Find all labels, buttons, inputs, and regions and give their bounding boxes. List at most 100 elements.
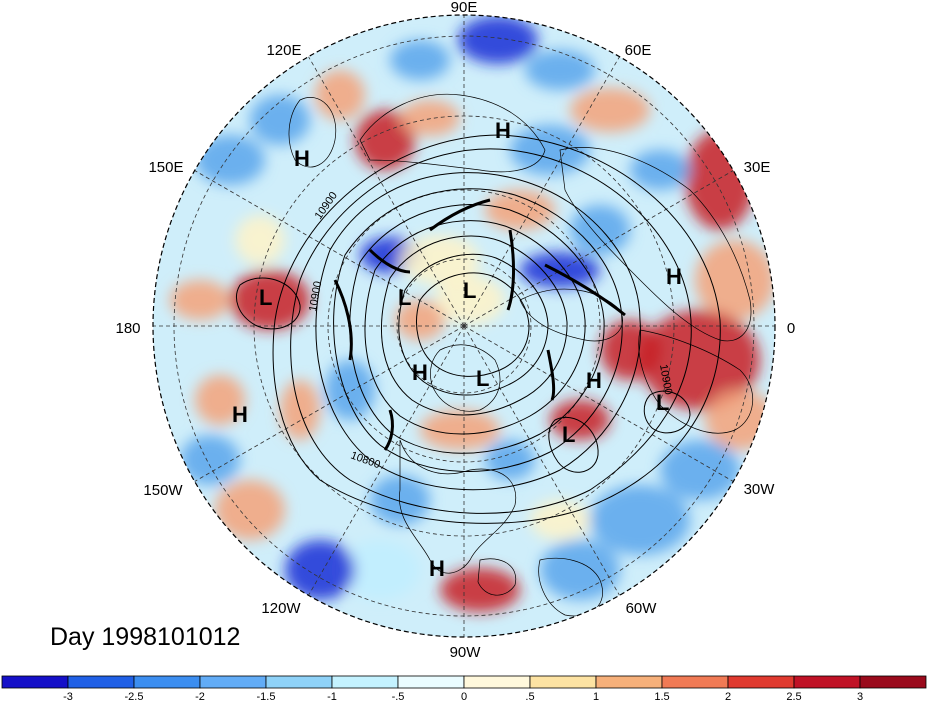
jet-core-contours: [333, 198, 626, 451]
colorbar-swatch: [199, 675, 267, 689]
colorbar-swatch: [529, 675, 597, 689]
low-pressure-marker: L: [463, 278, 476, 303]
anomaly-patch: [540, 540, 620, 600]
colorbar-swatch: [595, 675, 663, 689]
longitude-label: 120E: [266, 42, 301, 59]
anomaly-patch: [400, 100, 460, 136]
longitude-label: 60W: [626, 600, 658, 617]
anomaly-patch: [458, 16, 538, 64]
high-pressure-marker: H: [412, 360, 428, 385]
meridian-line: [308, 325, 465, 596]
anomaly-patch: [370, 475, 430, 525]
colorbar-tick-label: 2: [725, 691, 731, 702]
longitude-label: 60E: [625, 42, 652, 59]
high-pressure-marker: H: [666, 264, 682, 289]
colorbar-tick-label: 2.5: [786, 691, 801, 702]
anomaly-patch: [570, 205, 630, 255]
colorbar-tick-label: 1: [593, 691, 599, 702]
colorbar-tick-label: .5: [525, 691, 534, 702]
anomaly-patch: [660, 440, 740, 500]
low-pressure-marker: L: [398, 285, 411, 310]
high-pressure-marker: H: [294, 146, 310, 171]
anomaly-patch: [235, 215, 285, 265]
anomaly-patch: [250, 95, 310, 145]
anomaly-patch: [325, 360, 375, 420]
low-pressure-marker: L: [259, 285, 272, 310]
low-pressure-marker: L: [656, 390, 669, 415]
longitude-label: 90W: [450, 644, 482, 661]
colorbar-tick-label: -2: [195, 691, 205, 702]
anomaly-patch: [440, 568, 520, 612]
pressure-centers: H H H H H H H L L L L L L: [232, 118, 682, 581]
anomaly-patch: [640, 310, 760, 410]
contour-label: 10900: [307, 280, 324, 312]
anomaly-patch: [600, 320, 660, 380]
longitude-label: 30E: [744, 159, 771, 176]
longitude-labels: 90E 60E 30E 0 30W 60W 90W 120W 150W 180 …: [115, 0, 795, 661]
meridian-line: [194, 170, 465, 327]
meridian-line: [463, 325, 620, 596]
meridian-lines: [153, 15, 775, 637]
high-pressure-marker: H: [495, 118, 511, 143]
coastline-outlines: [288, 93, 753, 617]
anomaly-patch: [435, 275, 505, 325]
anomaly-patch: [520, 252, 600, 288]
high-pressure-marker: H: [429, 556, 445, 581]
map-boundary: [152, 14, 776, 638]
anomaly-patch: [390, 40, 450, 80]
longitude-label: 180: [115, 320, 140, 337]
anomaly-patch: [630, 150, 690, 190]
longitude-label: 30W: [744, 481, 776, 498]
anomaly-patch: [530, 500, 590, 540]
colorbar-tick-label: -.5: [392, 691, 405, 702]
meridian-line: [308, 56, 465, 327]
anomaly-patch: [420, 410, 500, 450]
anomaly-patch: [570, 88, 650, 132]
meridian-line: [463, 170, 734, 327]
anomaly-patch: [705, 390, 775, 450]
longitude-label: 150E: [148, 159, 183, 176]
colorbar-tick-label: -2.5: [125, 691, 144, 702]
longitude-label: 0: [787, 320, 795, 337]
anomaly-patch: [180, 435, 240, 485]
anomaly-patch: [485, 190, 555, 230]
anomaly-patch: [195, 375, 245, 425]
day-label: Day 1998101012: [50, 623, 240, 651]
meridian-line: [194, 325, 465, 482]
anomaly-patch: [315, 70, 365, 120]
anomaly-patch: [195, 135, 265, 185]
colorbar-swatch: [463, 675, 531, 689]
anomaly-patch: [695, 240, 775, 320]
colorbar-swatch: [661, 675, 729, 689]
anomaly-patch: [215, 480, 285, 540]
meridian-line: [463, 56, 620, 327]
colorbar-tick-label: -1.5: [257, 691, 276, 702]
longitude-label: 120W: [261, 600, 301, 617]
height-contours: [236, 134, 721, 524]
colorbar-swatch: [265, 675, 333, 689]
colorbar-swatch: [859, 675, 927, 689]
anomaly-patch: [285, 540, 355, 600]
meridian-line: [463, 325, 734, 482]
anomaly-patch: [525, 50, 595, 90]
colorbar-swatch: [1, 675, 69, 689]
anomaly-patch: [510, 125, 590, 175]
anomaly-patch: [355, 110, 415, 170]
colorbar-tick-label: -3: [63, 691, 73, 702]
colorbar-swatch: [67, 675, 135, 689]
anomaly-patch: [230, 270, 310, 330]
low-pressure-marker: L: [562, 422, 575, 447]
anomaly-patch: [590, 485, 690, 555]
colorbar-swatch: [331, 675, 399, 689]
colorbar-tick-label: 0: [461, 691, 467, 702]
colorbar-swatch: [133, 675, 201, 689]
contour-label: 10900: [657, 363, 674, 395]
colorbar: -3 -2.5 -2 -1.5 -1 -.5 0 .5 1 1.5 2 2.5 3: [1, 675, 927, 702]
anomaly-patch: [395, 300, 445, 340]
colorbar-swatch: [727, 675, 795, 689]
colorbar-swatch: [397, 675, 465, 689]
colorbar-swatch: [793, 675, 861, 689]
colorbar-tick-label: 1.5: [654, 691, 669, 702]
high-pressure-marker: H: [586, 368, 602, 393]
